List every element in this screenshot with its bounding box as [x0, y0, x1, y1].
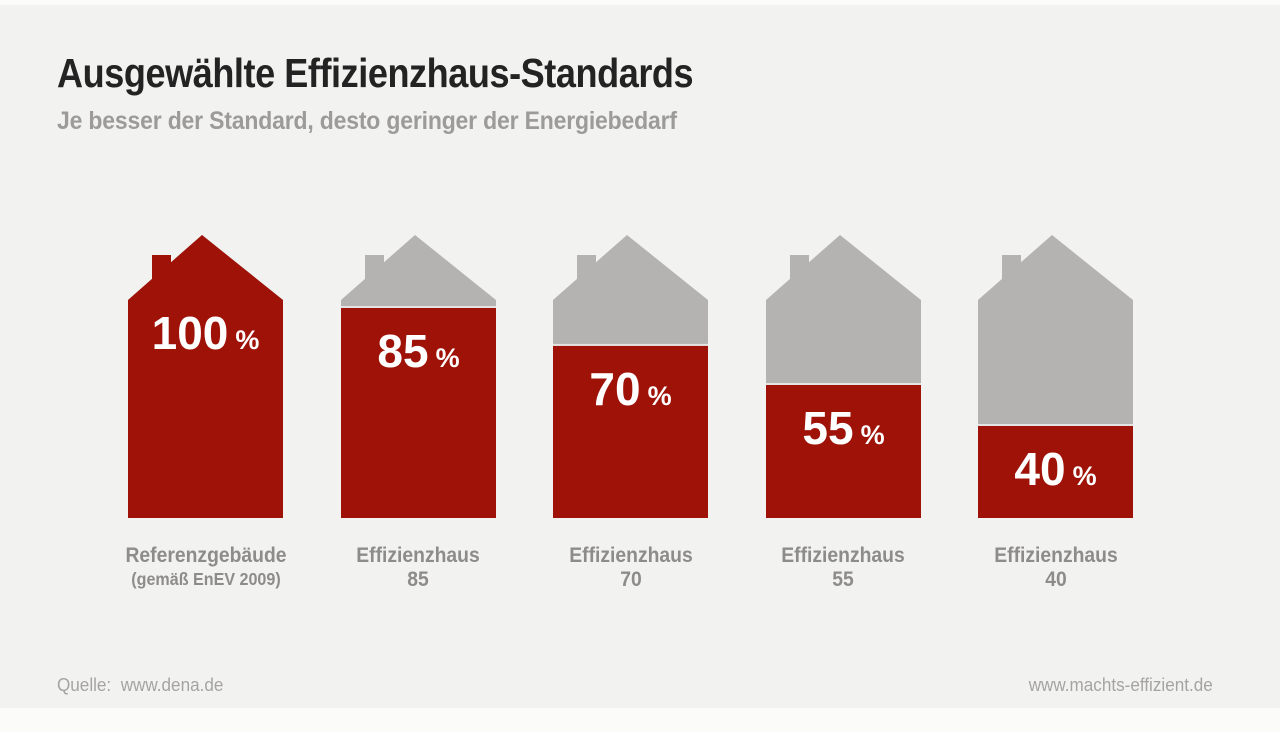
house-fill: [128, 235, 283, 518]
house-label: Effizienzhaus 40: [954, 544, 1156, 592]
source-label: Quelle:: [57, 675, 112, 695]
fill-separator-line: [340, 306, 496, 308]
house-value-label: 55%: [802, 402, 884, 454]
house-svg: 55%: [765, 235, 921, 518]
house-figure: 70%: [553, 235, 708, 518]
fill-separator-line: [553, 343, 708, 346]
house-value-label: 100%: [152, 307, 260, 359]
house-label-line1: Effizienzhaus: [781, 544, 905, 567]
house-svg: 70%: [553, 235, 708, 518]
house-svg: 85%: [340, 235, 496, 518]
house-label-line2: 55: [832, 568, 854, 591]
house-label-line2: 85: [407, 568, 429, 591]
house-label: Effizienzhaus 85: [317, 544, 519, 592]
house-value-label: 40%: [1014, 443, 1096, 495]
house-figure: 85%: [340, 235, 496, 518]
house-label: Referenzgebäude (gemäß EnEV 2009): [104, 544, 306, 590]
house-label-line1: Effizienzhaus: [993, 544, 1118, 567]
fill-separator-line: [978, 424, 1133, 426]
house-label-line1: Referenzgebäude: [124, 544, 287, 567]
house-label-line2: 70: [619, 568, 642, 591]
house-label: Effizienzhaus 70: [529, 544, 731, 592]
house-svg: 100%: [128, 235, 283, 518]
top-edge-strip: [0, 0, 1280, 5]
site-url: www.machts-effizient.de: [1028, 675, 1213, 695]
page-title: Ausgewählte Effizienzhaus-Standards: [57, 50, 694, 96]
source-url: www.dena.de: [120, 675, 224, 695]
house-label-line1: Effizienzhaus: [356, 544, 480, 567]
houses-row: 100% Referenzgebäude (gemäß EnEV 2009) 85% E…: [104, 235, 1156, 592]
house-label-line2: (gemäß EnEV 2009): [130, 569, 281, 589]
bottom-edge-strip: [0, 708, 1280, 732]
house-label-line1: Effizienzhaus: [568, 544, 693, 567]
page-subtitle: Je besser der Standard, desto geringer d…: [57, 107, 677, 135]
fill-separator-line: [765, 383, 921, 385]
house-label: Effizienzhaus 55: [742, 544, 944, 592]
house-value-label: 70%: [589, 363, 671, 415]
house-figure: 55%: [765, 235, 921, 518]
house-value-label: 85%: [377, 325, 459, 377]
house-fill: [765, 385, 921, 518]
source-credit: Quelle: www.dena.de: [57, 675, 223, 696]
house-fill: [340, 308, 496, 518]
house-figure: 100%: [128, 235, 283, 518]
house-label-line2: 40: [1044, 568, 1067, 591]
house-svg: 40%: [978, 235, 1133, 518]
house-fill: [978, 426, 1133, 518]
house-fill: [553, 345, 708, 518]
house-figure: 40%: [978, 235, 1133, 518]
